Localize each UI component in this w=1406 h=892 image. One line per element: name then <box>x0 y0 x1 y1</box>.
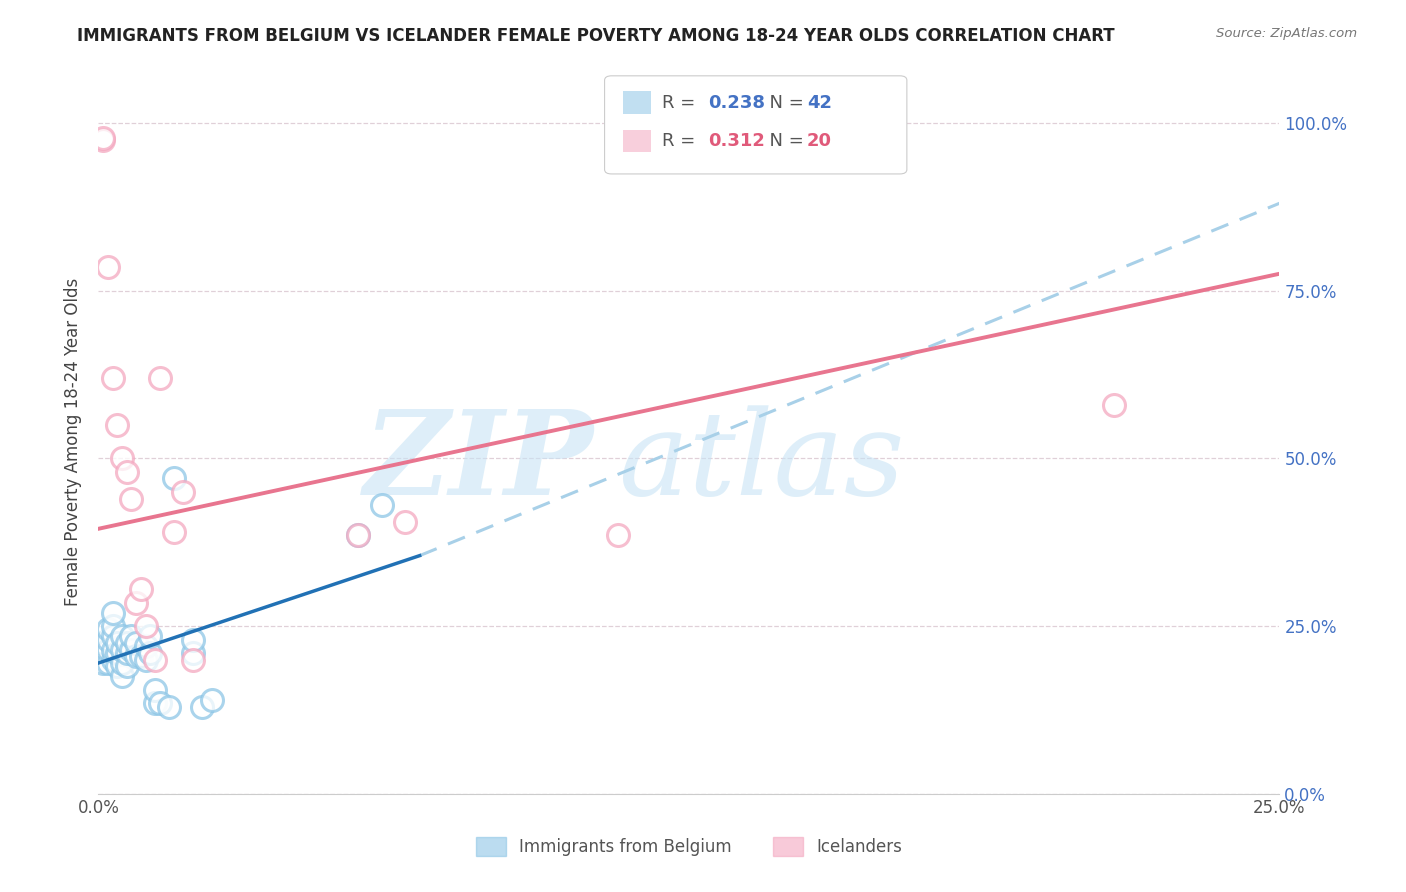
Text: 42: 42 <box>807 94 832 112</box>
Point <box>135 639 157 653</box>
Point <box>129 582 152 597</box>
Text: N =: N = <box>758 94 810 112</box>
Point <box>91 642 114 657</box>
Text: 0.238: 0.238 <box>709 94 766 112</box>
Point <box>91 636 114 650</box>
Point <box>101 606 124 620</box>
Point <box>101 619 124 633</box>
Point <box>111 642 134 657</box>
Point <box>101 653 124 667</box>
Point <box>111 669 134 683</box>
Point <box>97 623 120 637</box>
Point <box>91 132 114 146</box>
Point <box>139 646 162 660</box>
Text: ZIP: ZIP <box>364 405 595 520</box>
Point <box>97 656 120 670</box>
Text: atlas: atlas <box>619 405 904 520</box>
Point <box>201 693 224 707</box>
Point <box>91 656 114 670</box>
Point <box>191 699 214 714</box>
Point <box>172 484 194 499</box>
Point <box>125 636 148 650</box>
Point <box>111 656 134 670</box>
Point <box>105 636 128 650</box>
Point <box>394 515 416 529</box>
Point <box>143 696 166 710</box>
Point <box>121 629 143 643</box>
Point <box>115 636 138 650</box>
Point <box>121 642 143 657</box>
Text: 20: 20 <box>807 132 832 150</box>
Point <box>347 528 370 542</box>
Point <box>181 646 204 660</box>
Point <box>157 699 180 714</box>
Y-axis label: Female Poverty Among 18-24 Year Olds: Female Poverty Among 18-24 Year Olds <box>63 277 82 606</box>
Point <box>101 371 124 385</box>
Point <box>111 451 134 466</box>
Point <box>125 596 148 610</box>
Text: IMMIGRANTS FROM BELGIUM VS ICELANDER FEMALE POVERTY AMONG 18-24 YEAR OLDS CORREL: IMMIGRANTS FROM BELGIUM VS ICELANDER FEM… <box>77 27 1115 45</box>
Text: R =: R = <box>662 94 702 112</box>
Point <box>97 642 120 657</box>
Point <box>115 646 138 660</box>
Point <box>105 659 128 673</box>
Point <box>97 632 120 647</box>
Point <box>607 528 630 542</box>
Point <box>371 498 394 512</box>
Point <box>135 653 157 667</box>
Point <box>101 629 124 643</box>
Text: Source: ZipAtlas.com: Source: ZipAtlas.com <box>1216 27 1357 40</box>
Point <box>347 528 370 542</box>
Point <box>129 649 152 664</box>
Point <box>125 649 148 664</box>
Point <box>143 682 166 697</box>
Point <box>91 130 114 145</box>
Point <box>139 629 162 643</box>
Point <box>181 632 204 647</box>
Legend: Immigrants from Belgium, Icelanders: Immigrants from Belgium, Icelanders <box>468 830 910 863</box>
Point <box>111 629 134 643</box>
Point <box>149 696 172 710</box>
Point <box>115 465 138 479</box>
Point <box>143 653 166 667</box>
Point <box>135 619 157 633</box>
Text: R =: R = <box>662 132 702 150</box>
Point <box>149 371 172 385</box>
Point <box>105 646 128 660</box>
Point <box>163 525 186 540</box>
Point <box>105 417 128 432</box>
Point <box>97 260 120 274</box>
Text: 0.312: 0.312 <box>709 132 765 150</box>
Point <box>115 659 138 673</box>
Point <box>181 653 204 667</box>
Text: N =: N = <box>758 132 810 150</box>
Point <box>1102 398 1125 412</box>
Point <box>121 491 143 506</box>
Point <box>101 642 124 657</box>
Point <box>163 471 186 485</box>
